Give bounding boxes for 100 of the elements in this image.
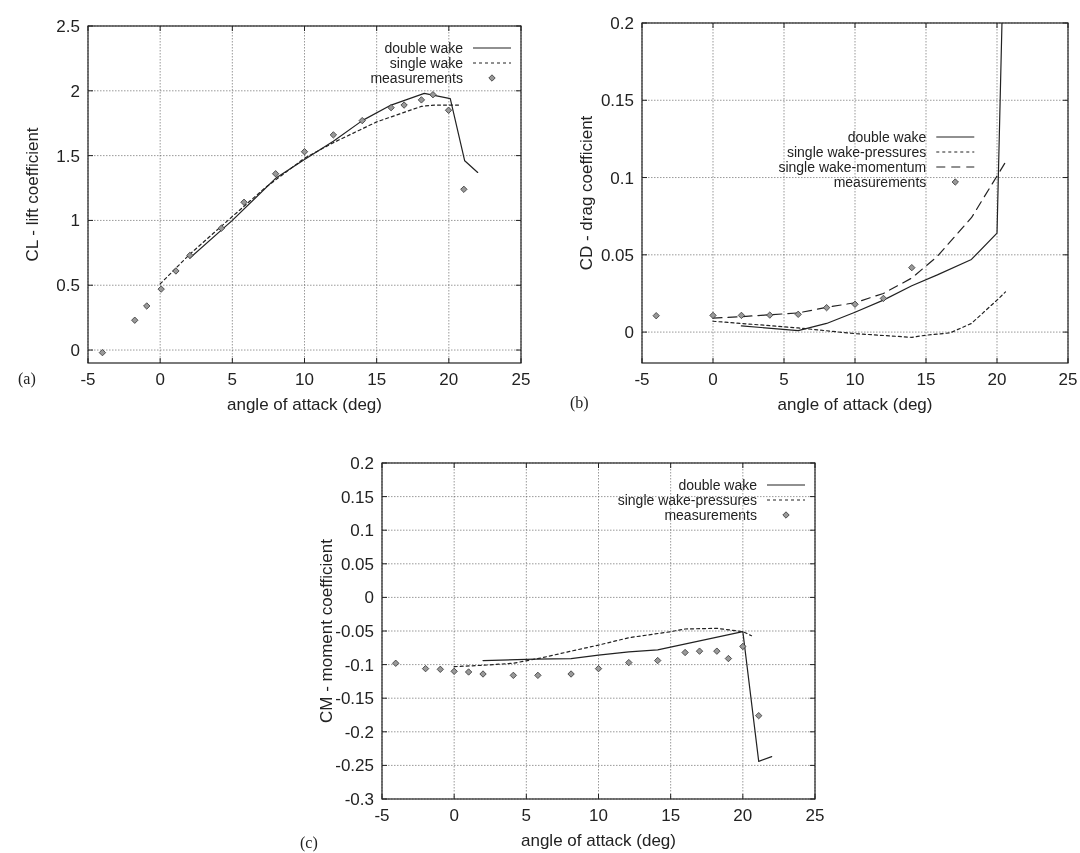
- point: [794, 310, 802, 318]
- point: [217, 224, 225, 232]
- x-tick-label: 20: [987, 370, 1007, 389]
- x-axis-title: angle of attack (deg): [521, 831, 676, 850]
- point: [444, 106, 453, 114]
- x-tick-label: 10: [295, 370, 314, 389]
- text: (c): [300, 834, 318, 852]
- y-tick-label: -0.3: [344, 790, 374, 809]
- point: [240, 198, 248, 206]
- point: [172, 267, 180, 275]
- point: [737, 311, 745, 319]
- point: [300, 148, 309, 156]
- point: [131, 316, 139, 324]
- x-tick-label: 0: [449, 806, 459, 825]
- y-axis-title: CL - lift coefficient: [23, 127, 42, 262]
- x-tick-label: 15: [661, 806, 681, 825]
- y-tick-label: 2: [70, 81, 80, 101]
- legend-label: measurements: [664, 507, 757, 523]
- y-tick-label: 0.2: [350, 454, 374, 473]
- point: [567, 670, 575, 678]
- x-tick-label: 25: [1058, 370, 1078, 389]
- point: [479, 670, 487, 678]
- point: [713, 647, 721, 655]
- legend-label: measurements: [833, 174, 927, 190]
- y-tick-label: -0.05: [335, 622, 374, 641]
- point: [625, 658, 633, 667]
- y-tick-label: 2.5: [56, 17, 80, 36]
- y-tick-label: 0.5: [56, 276, 80, 296]
- legend-label: single wake-pressures: [617, 492, 757, 508]
- x-tick-label: 20: [733, 806, 753, 825]
- point: [709, 311, 717, 319]
- point: [879, 294, 887, 302]
- legend-label: double wake: [678, 477, 758, 493]
- text: (b): [570, 394, 589, 412]
- x-tick-label: -5: [634, 370, 650, 389]
- y-tick-label: 0.05: [600, 245, 634, 265]
- legend-label: measurements: [370, 70, 463, 86]
- point: [534, 671, 542, 679]
- point: [851, 300, 859, 308]
- x-tick-label: -5: [80, 370, 96, 389]
- point: [652, 312, 660, 320]
- point: [329, 131, 337, 139]
- x-tick-label: 25: [511, 370, 531, 389]
- point: [186, 251, 194, 260]
- point: [421, 665, 430, 673]
- y-tick-label: 1: [70, 211, 80, 231]
- legend-label: double wake: [384, 40, 464, 56]
- point: [465, 668, 473, 676]
- x-axis-title: angle of attack (deg): [227, 395, 382, 414]
- y-axis-title: CM - moment coefficient: [317, 538, 336, 723]
- legend-label: single wake-momentum: [778, 159, 927, 175]
- x-tick-label: 5: [227, 370, 238, 389]
- point: [450, 667, 458, 675]
- point: [392, 659, 400, 667]
- x-tick-label: 15: [916, 370, 936, 389]
- legend-label: single wake-pressures: [786, 144, 927, 160]
- x-tick-label: 5: [521, 806, 532, 825]
- point: [143, 302, 151, 310]
- point: [594, 665, 603, 673]
- point: [460, 185, 468, 193]
- y-tick-label: 0.05: [340, 554, 374, 574]
- y-tick-label: -0.15: [335, 689, 374, 709]
- point: [823, 304, 831, 312]
- y-tick-label: 0.2: [610, 14, 634, 33]
- y-tick-label: -0.25: [335, 756, 374, 776]
- x-tick-label: 20: [439, 370, 459, 389]
- y-tick-label: 0.15: [600, 91, 634, 111]
- x-tick-label: 0: [708, 370, 718, 389]
- point: [358, 117, 366, 125]
- y-tick-label: 1.5: [56, 146, 80, 166]
- legend-label: single wake: [389, 55, 464, 71]
- x-tick-label: -5: [374, 806, 390, 825]
- x-tick-label: 10: [845, 370, 865, 389]
- point: [739, 642, 747, 651]
- x-tick-label: 15: [367, 370, 387, 389]
- x-tick-label: 10: [589, 806, 608, 825]
- text: (a): [18, 370, 36, 388]
- y-tick-label: -0.1: [344, 655, 374, 675]
- point: [766, 311, 774, 319]
- point: [417, 96, 426, 104]
- y-tick-label: 0: [364, 588, 374, 608]
- y-tick-label: 0: [624, 323, 634, 343]
- legend-label: double wake: [847, 129, 927, 145]
- point: [98, 349, 107, 357]
- y-tick-label: -0.2: [344, 722, 374, 742]
- point: [695, 647, 704, 655]
- point: [908, 264, 916, 272]
- point: [654, 656, 662, 665]
- y-tick-label: 0.15: [340, 487, 374, 507]
- point: [436, 665, 444, 673]
- point: [387, 104, 395, 112]
- x-tick-label: 0: [155, 370, 165, 389]
- y-tick-label: 0.1: [610, 168, 634, 188]
- y-axis-title: CD - drag coefficient: [577, 115, 596, 271]
- point: [272, 170, 280, 178]
- x-tick-label: 25: [805, 806, 825, 825]
- point: [157, 285, 165, 293]
- point: [429, 91, 437, 99]
- x-tick-label: 5: [779, 370, 789, 389]
- point: [724, 654, 732, 663]
